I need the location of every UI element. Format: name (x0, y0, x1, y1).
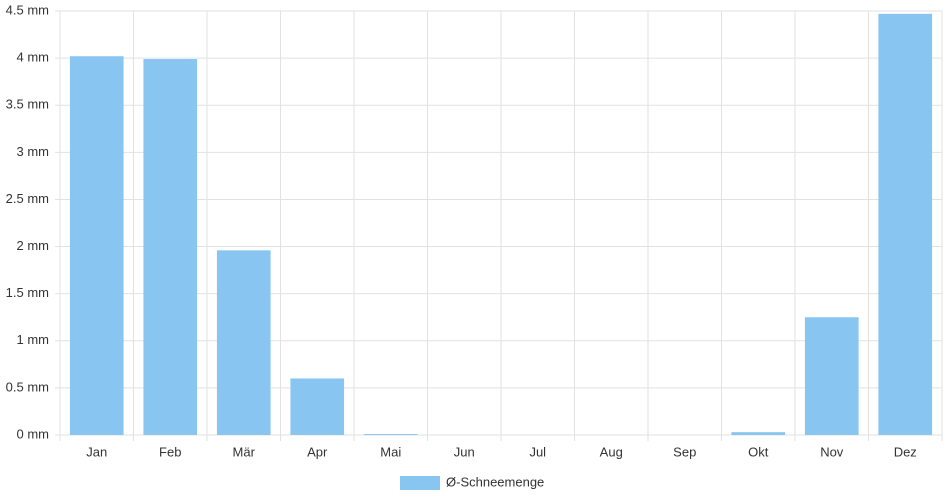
bar (363, 434, 418, 435)
x-tick-label: Apr (307, 444, 328, 459)
x-tick-label: Jan (86, 444, 107, 459)
bar (290, 378, 345, 435)
x-tick-label: Feb (159, 444, 181, 459)
y-tick-label: 4 mm (17, 50, 50, 65)
y-tick-label: 3.5 mm (6, 97, 49, 112)
legend-swatch (400, 476, 440, 490)
bar (804, 317, 859, 435)
x-tick-label: Mär (233, 444, 256, 459)
x-tick-label: Jun (454, 444, 475, 459)
y-tick-label: 1.5 mm (6, 285, 49, 300)
x-tick-label: Mai (380, 444, 401, 459)
x-tick-label: Sep (673, 444, 696, 459)
bar (878, 13, 933, 436)
bar (216, 250, 271, 435)
y-tick-label: 0.5 mm (6, 379, 49, 394)
bar (69, 56, 124, 436)
legend-label: Ø-Schneemenge (446, 474, 544, 489)
y-tick-label: 2 mm (17, 238, 50, 253)
bar (731, 432, 786, 435)
y-tick-label: 0 mm (17, 426, 50, 441)
x-tick-label: Nov (820, 444, 844, 459)
y-tick-label: 3 mm (17, 144, 50, 159)
x-tick-label: Jul (529, 444, 546, 459)
x-tick-label: Aug (600, 444, 623, 459)
bar (143, 59, 198, 435)
y-tick-label: 1 mm (17, 332, 50, 347)
y-tick-label: 4.5 mm (6, 2, 49, 17)
y-tick-label: 2.5 mm (6, 191, 49, 206)
x-tick-label: Dez (894, 444, 917, 459)
x-tick-label: Okt (748, 444, 769, 459)
